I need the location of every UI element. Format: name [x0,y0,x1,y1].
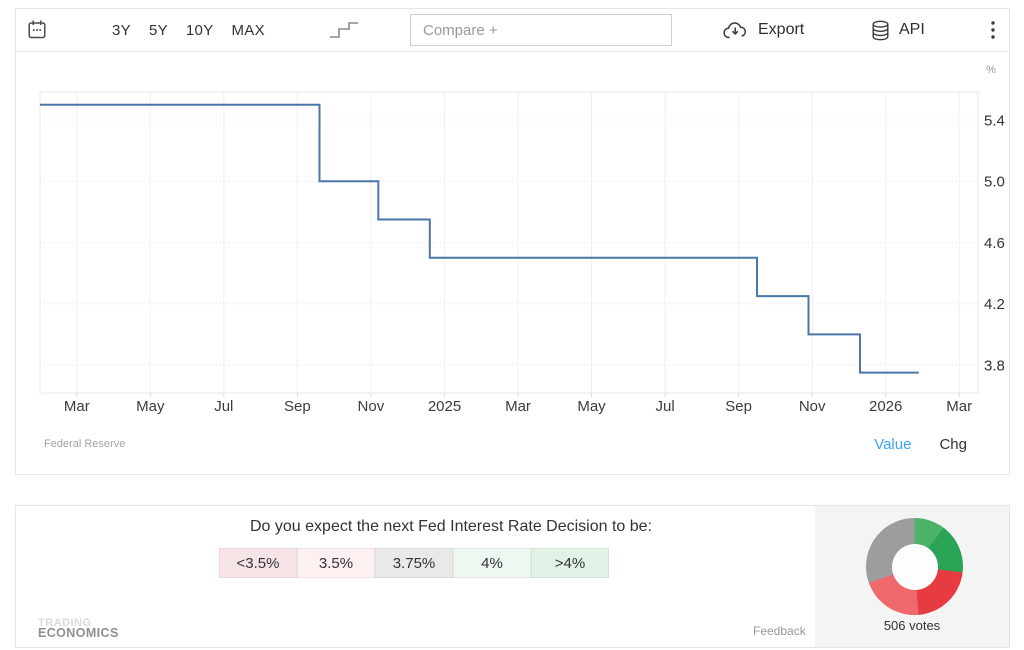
cloud-download-icon [723,21,747,38]
range-button-10y[interactable]: 10Y [185,21,214,39]
logo-bottom-text: ECONOMICS [38,626,119,640]
step-chart-type-button[interactable] [328,9,360,51]
calendar-button[interactable] [27,9,47,51]
step-line-icon [330,22,358,38]
tab-value[interactable]: Value [874,435,912,453]
poll-option-4[interactable]: >4% [531,548,609,578]
range-button-5y[interactable]: 5Y [148,21,168,39]
poll-question: Do you expect the next Fed Interest Rate… [250,518,652,535]
logo-top-text: TRADING [38,617,92,629]
x-axis-label: Nov [358,398,385,415]
x-axis-label: Mar [64,398,90,415]
step-chart: Mar May Jul Sep Nov 2025 Mar May Jul Sep Nov 2026 Ma… [39,64,1005,415]
x-axis-label: Jul [214,398,233,415]
y-axis-label: 4.2 [984,296,1005,313]
x-axis-label: Sep [725,398,752,415]
votes-count: 506 votes [883,618,941,633]
range-button-max[interactable]: MAX [231,21,265,39]
export-label: Export [758,21,805,38]
value-chg-tabs: Value Chg [874,436,967,453]
calendar-icon [28,20,46,39]
range-button-3y[interactable]: 3Y [112,21,131,39]
database-icon [872,20,889,40]
export-button[interactable]: Export [722,9,804,51]
x-axis-label: May [136,398,165,415]
poll-results-donut [866,518,963,615]
more-menu-button[interactable] [982,9,1004,51]
y-axis-label: 5.0 [984,174,1005,191]
x-axis-label: Nov [799,398,826,415]
y-axis-unit: % [986,64,996,76]
x-axis-label: Jul [656,398,675,415]
kebab-icon [991,21,995,39]
poll-options: <3.5% 3.5% 3.75% 4% >4% [219,548,609,578]
x-axis-label: Sep [284,398,311,415]
api-label: API [899,21,925,38]
chart-footer: Federal Reserve Value Chg [44,429,987,459]
poll-option-4[interactable]: 4% [453,548,531,578]
x-axis-label: 2025 [428,398,461,415]
compare-input[interactable] [410,14,672,46]
source-label: Federal Reserve [44,438,126,450]
x-axis-label: May [577,398,606,415]
range-buttons: 3Y 5Y 10Y MAX [112,9,265,51]
y-axis-label: 3.8 [984,357,1005,374]
poll-card: Do you expect the next Fed Interest Rate… [15,505,1010,648]
x-axis-label: Mar [505,398,531,415]
tab-chg[interactable]: Chg [939,435,967,453]
chart-card: 3Y 5Y 10Y MAX Export API [15,8,1010,475]
poll-option-3.75[interactable]: 3.75% [375,548,453,578]
chart-toolbar: 3Y 5Y 10Y MAX Export API [16,9,1009,52]
poll-panel: Do you expect the next Fed Interest Rate… [16,506,815,647]
y-axis-label: 4.6 [984,235,1005,252]
x-axis-label: 2026 [869,398,902,415]
api-button[interactable]: API [871,9,925,51]
trading-economics-logo: TRADING ECONOMICS [38,617,119,640]
poll-option-3.5[interactable]: 3.5% [297,548,375,578]
donut-hole [891,543,938,590]
poll-option-3.5[interactable]: <3.5% [219,548,297,578]
x-axis-label: Mar [946,398,972,415]
feedback-link[interactable]: Feedback [753,624,806,638]
fed-rate-step-line [40,103,919,374]
poll-results-panel: 506 votes [815,506,1009,647]
y-axis-label: 5.4 [984,112,1005,129]
